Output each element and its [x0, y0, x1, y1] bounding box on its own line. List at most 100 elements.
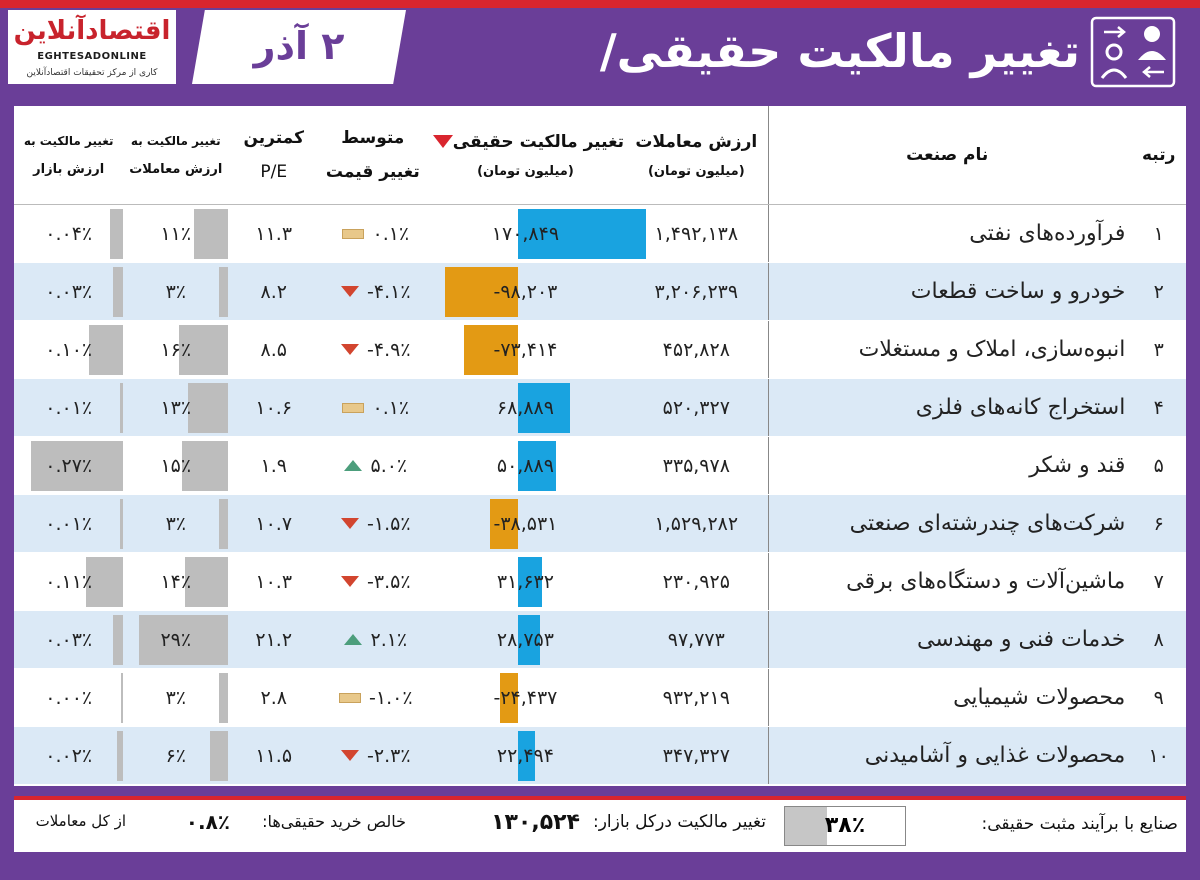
cell-value: ۲۳۰,۹۲۵	[624, 552, 770, 611]
cell-avg-change: -۲.۳٪	[319, 726, 427, 785]
industry-table: رتبه نام صنعت ارزش معاملات (میلیون تومان…	[14, 106, 1186, 785]
table-row: ۶ شرکت‌های چندرشته‌ای صنعتی ۱,۵۲۹,۲۸۲ -۳۸,۵…	[14, 494, 1186, 553]
cell-avg-change: -۴.۱٪	[319, 262, 427, 321]
header-to-trade: تغییر مالکیت به ارزش معاملات	[123, 106, 229, 205]
real-change-value: -۲۴,۴۳۷	[493, 686, 558, 709]
positive-value: ۳۸٪	[824, 813, 866, 838]
trade-ratio-value: ۱۳٪	[160, 396, 192, 419]
real-change-value: ۱۷۰,۸۴۹	[491, 222, 560, 245]
net-label: خالص خرید حقیقی‌ها:	[262, 812, 406, 831]
cell-avg-change: -۱.۵٪	[319, 494, 427, 553]
table-row: ۷ ماشین‌آلات و دستگاه‌های برقی ۲۳۰,۹۲۵ ۳۱,۶…	[14, 552, 1186, 611]
avg-change-value: -۳.۵٪	[367, 570, 411, 593]
market-ratio-value: ۰.۱۰٪	[45, 338, 93, 361]
real-change-value: ۳۱,۶۳۲	[496, 570, 554, 593]
table-row: ۳ انبوه‌سازی، املاک و مستغلات ۴۵۲,۸۲۸ -۷۳,۴…	[14, 320, 1186, 379]
cell-avg-change: -۱.۰٪	[319, 668, 427, 727]
cell-pe: ۱.۹	[228, 436, 320, 495]
avg-change-value: -۴.۱٪	[367, 280, 411, 303]
avg-change-value: ۲.۱٪	[370, 628, 408, 651]
down-triangle-icon	[341, 750, 360, 761]
cell-pe: ۱۰.۶	[228, 378, 320, 437]
avg-change-value: -۲.۳٪	[367, 744, 411, 767]
cell-avg-change: -۴.۹٪	[319, 320, 427, 379]
trade-ratio-bar	[218, 499, 229, 549]
cell-to-trade: ۱۴٪	[123, 552, 229, 611]
trade-ratio-bar	[185, 557, 229, 607]
trade-ratio-bar	[182, 441, 229, 491]
market-ratio-value: ۰.۰۳٪	[45, 280, 93, 303]
cell-rank: ۳	[1131, 320, 1186, 379]
trade-ratio-value: ۱۱٪	[160, 222, 192, 245]
cell-to-market: ۰.۰۲٪	[14, 726, 124, 785]
negative-bar	[445, 267, 519, 317]
negative-bar	[500, 673, 519, 723]
cell-rank: ۱	[1131, 204, 1186, 263]
table-row: ۱ فرآورده‌های نفتی ۱,۴۹۲,۱۳۸ ۱۷۰,۸۴۹ ۰.۱٪ ۱۱.…	[14, 204, 1186, 263]
cell-pe: ۲.۸	[228, 668, 320, 727]
cell-rank: ۶	[1131, 494, 1186, 553]
cell-to-trade: ۱۳٪	[123, 378, 229, 437]
market-ratio-value: ۰.۰۳٪	[45, 628, 93, 651]
market-ratio-bar	[113, 267, 124, 317]
table-row: ۵ قند و شکر ۳۳۵,۹۷۸ ۵۰,۸۸۹ ۵.۰٪ ۱.۹ ۱۵٪ ۰.۲۷٪	[14, 436, 1186, 495]
cell-avg-change: -۳.۵٪	[319, 552, 427, 611]
flat-dash-icon	[342, 402, 365, 413]
cell-pe: ۱۰.۷	[228, 494, 320, 553]
cell-avg-change: ۵.۰٪	[319, 436, 427, 495]
header-pe: کمترین P/E	[228, 106, 320, 205]
cell-rank: ۷	[1131, 552, 1186, 611]
cell-to-trade: ۱۱٪	[123, 204, 229, 263]
cell-value: ۳۳۵,۹۷۸	[624, 436, 770, 495]
cell-pe: ۱۱.۳	[228, 204, 320, 263]
market-ratio-bar	[116, 731, 124, 781]
real-change-value: ۲۸,۷۵۳	[496, 628, 554, 651]
cell-rank: ۵	[1131, 436, 1186, 495]
cell-to-market: ۰.۲۷٪	[14, 436, 124, 495]
market-ratio-value: ۰.۰۲٪	[45, 744, 93, 767]
cell-to-market: ۰.۰۰٪	[14, 668, 124, 727]
table-row: ۱۰ محصولات غذایی و آشامیدنی ۳۴۷,۳۲۷ ۲۲,۴۹۴ -…	[14, 726, 1186, 785]
real-change-value: -۷۳,۴۱۴	[493, 338, 558, 361]
cell-to-market: ۰.۱۰٪	[14, 320, 124, 379]
cell-to-trade: ۶٪	[123, 726, 229, 785]
header-real-change: تغییر مالکیت حقیقی (میلیون تومان)	[426, 106, 625, 205]
net-value: ۰.۸٪	[185, 810, 230, 834]
trade-ratio-value: ۲۹٪	[160, 628, 192, 651]
cell-rank: ۴	[1131, 378, 1186, 437]
header-industry: نام صنعت	[768, 106, 1132, 205]
negative-bar	[463, 325, 519, 375]
logo-tagline: کاری از مرکز تحقیقات اقتصادآنلاین	[26, 68, 158, 78]
logo: اقتصادآنلاین EGHTESADONLINE کاری از مرکز…	[8, 10, 176, 84]
market-ratio-value: ۰.۰۱٪	[45, 396, 93, 419]
header-to-market: تغییر مالکیت به ارزش بازار	[14, 106, 124, 205]
cell-value: ۱,۴۹۲,۱۳۸	[624, 204, 770, 263]
cell-industry: شرکت‌های چندرشته‌ای صنعتی	[768, 494, 1132, 553]
market-ratio-bar	[121, 673, 124, 723]
header-avg-change: متوسط تغییر قیمت	[319, 106, 427, 205]
cell-value: ۹۳۲,۲۱۹	[624, 668, 770, 727]
date-text: ۲ آذر	[253, 24, 345, 68]
trade-ratio-bar	[179, 325, 229, 375]
market-ratio-bar	[109, 209, 124, 259]
cell-to-market: ۰.۰۴٪	[14, 204, 124, 263]
cell-avg-change: ۰.۱٪	[319, 204, 427, 263]
positive-bar	[518, 557, 542, 607]
cell-pe: ۲۱.۲	[228, 610, 320, 669]
cell-industry: ماشین‌آلات و دستگاه‌های برقی	[768, 552, 1132, 611]
market-ratio-value: ۰.۰۴٪	[45, 222, 93, 245]
positive-bar	[518, 209, 646, 259]
table-row: ۲ خودرو و ساخت قطعات ۳,۲۰۶,۲۳۹ -۹۸,۲۰۳ -۴.۱٪…	[14, 262, 1186, 321]
market-ratio-bar	[85, 557, 124, 607]
flat-dash-icon	[342, 228, 365, 239]
positive-bar	[518, 615, 540, 665]
cell-industry: انبوه‌سازی، املاک و مستغلات	[768, 320, 1132, 379]
cell-industry: قند و شکر	[768, 436, 1132, 495]
cell-real-change: -۹۸,۲۰۳	[426, 262, 625, 321]
cell-value: ۵۲۰,۳۲۷	[624, 378, 770, 437]
market-ratio-bar	[89, 325, 124, 375]
cell-to-trade: ۱۶٪	[123, 320, 229, 379]
cell-industry: خدمات فنی و مهندسی	[768, 610, 1132, 669]
cell-to-market: ۰.۰۳٪	[14, 262, 124, 321]
